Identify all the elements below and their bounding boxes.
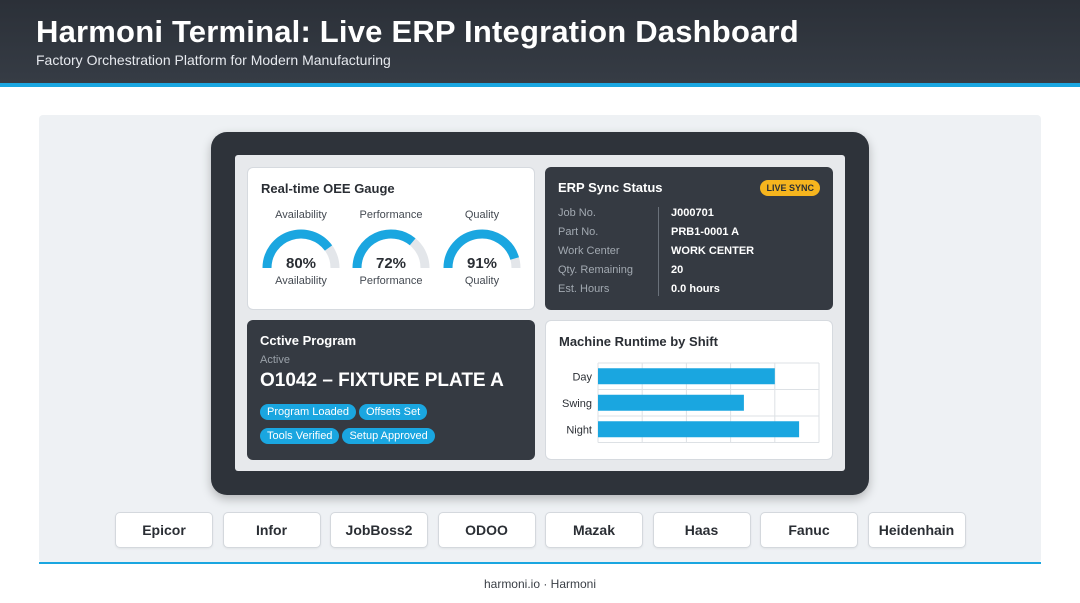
erp-label-job: Job No. (558, 207, 596, 219)
runtime-bar-chart: Day Swing Night (562, 362, 820, 443)
erp-label-qty: Qty. Remaining (558, 264, 633, 276)
erp-value-job: J000701 (671, 207, 714, 219)
gauge-arc (352, 229, 430, 269)
oee-gauge-1: Availability 80% Availability (256, 209, 346, 287)
program-chips: Program Loaded Offsets Set Tools Verified… (260, 402, 530, 450)
program-status: Active (260, 354, 290, 366)
oee-gauge-3: Quality 91% Quality (437, 209, 527, 287)
integration-tile-mazak[interactable]: Mazak (545, 512, 643, 548)
gauge-top-label: Quality (464, 209, 500, 221)
erp-value-part: PRB1-0001 A (671, 226, 740, 238)
header-accent-bar (0, 83, 1080, 87)
chip-offsets-set: Offsets Set (358, 404, 428, 420)
erp-label-work-center: Work Center (558, 245, 620, 257)
chart-category-label: Day (572, 371, 592, 383)
integration-tile-heidenhain[interactable]: Heidenhain (867, 512, 966, 548)
gauge-fill (352, 229, 416, 269)
runtime-bar-night (598, 421, 800, 438)
integration-tiles: Epicor Infor JobBoss2 ODOO Mazak Haas Fanuc Hei… (115, 512, 966, 548)
oee-gauge-2: Performance 72% Performance (346, 209, 436, 287)
runtime-chart-card: Machine Runtime by Shift Day Swing Night (545, 320, 833, 460)
gauge-value: 72% (375, 255, 407, 272)
page-header: Harmoni Terminal: Live ERP Integration D… (0, 0, 1080, 83)
chip-program-loaded: Program Loaded (260, 404, 356, 420)
gauge-bottom-label: Performance (359, 275, 423, 287)
integration-tile-haas[interactable]: Haas (652, 512, 751, 548)
gauge-value: 80% (285, 255, 317, 272)
gauge-fill (443, 229, 519, 269)
erp-label-hours: Est. Hours (558, 283, 610, 295)
page-subtitle: Factory Orchestration Platform for Moder… (36, 52, 391, 68)
runtime-chart-title: Machine Runtime by Shift (559, 334, 718, 349)
page-title: Harmoni Terminal: Live ERP Integration D… (36, 14, 799, 49)
gauge-bottom-label: Quality (464, 275, 500, 287)
erp-card-title: ERP Sync Status (558, 180, 663, 195)
stage-accent-line (39, 562, 1041, 564)
footer-text: harmoni.io · Harmoni (483, 577, 597, 591)
chart-category-label: Swing (562, 398, 592, 410)
gauge-value: 91% (466, 255, 498, 272)
gauge-bottom-label: Availability (275, 275, 327, 287)
integration-tile-odoo[interactable]: ODOO (437, 512, 536, 548)
program-name: O1042 – FIXTURE PLATE A (260, 370, 504, 391)
erp-divider (658, 207, 659, 296)
chip-setup-approved: Setup Approved (342, 428, 435, 444)
erp-value-hours: 0.0 hours (671, 283, 720, 295)
integration-tile-fanuc[interactable]: Fanuc (760, 512, 858, 548)
erp-label-part: Part No. (558, 226, 599, 238)
erp-field-labels: Job No. Part No. Work Center Qty. Remain… (558, 207, 633, 302)
erp-sync-card: ERP Sync Status LIVE SYNC Job No. Part N… (545, 167, 833, 310)
oee-gauge-card: Real-time OEE Gauge Availability 80% Avail… (247, 167, 535, 310)
live-sync-badge: LIVE SYNC (760, 180, 820, 196)
gauge-arc (443, 229, 521, 269)
gauge-top-label: Availability (275, 209, 327, 221)
runtime-bar-swing (598, 394, 744, 411)
active-program-card: Cctive Program Active O1042 – FIXTURE PL… (247, 320, 535, 460)
gauge-top-label: Performance (359, 209, 423, 221)
program-card-title: Cctive Program (260, 333, 357, 348)
chip-tools-verified: Tools Verified (260, 428, 340, 444)
chart-category-label: Night (566, 424, 592, 436)
runtime-bar-day (598, 368, 775, 385)
integration-tile-epicor[interactable]: Epicor (115, 512, 213, 548)
integration-tile-jobboss2[interactable]: JobBoss2 (330, 512, 428, 548)
oee-card-title: Real-time OEE Gauge (261, 181, 395, 196)
erp-value-qty: 20 (671, 264, 684, 276)
gauge-arc (262, 229, 340, 269)
erp-field-values: J000701 PRB1-0001 A WORK CENTER 20 0.0 h… (671, 207, 754, 302)
integration-tile-infor[interactable]: Infor (222, 512, 321, 548)
gauge-fill (262, 229, 333, 269)
erp-value-work-center: WORK CENTER (671, 245, 755, 257)
